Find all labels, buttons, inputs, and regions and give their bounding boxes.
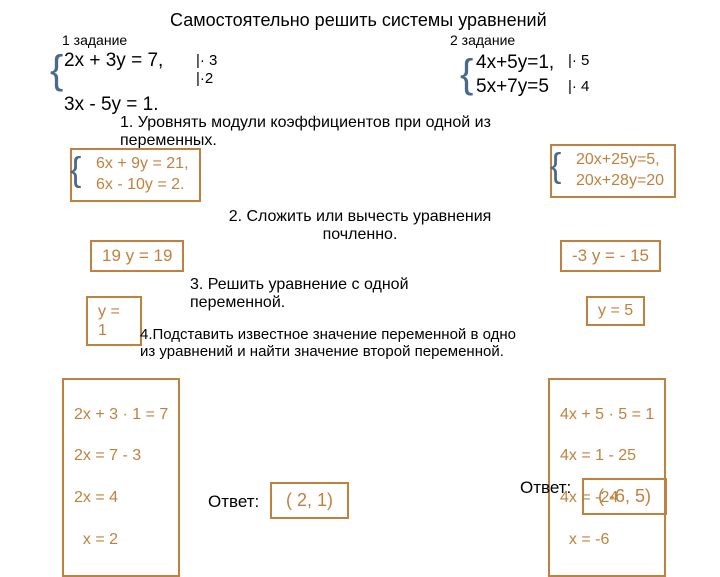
answer2-label: Ответ: [520, 478, 570, 498]
box1-line2: 6х - 10у = 2. [96, 175, 189, 196]
sys1-eq2: 3х - 5у = 1. [64, 94, 159, 116]
box-neg3y: -3 у = - 15 [560, 240, 661, 272]
box-sys1-scaled: { 6х + 9у = 21, 6х - 10у = 2. [70, 148, 201, 202]
sys2-mult2: |· 4 [568, 78, 589, 95]
box-19y: 19 у = 19 [90, 240, 184, 272]
box2-line2: 20х+28у=20 [576, 171, 664, 192]
box-y1: у = 1 [86, 296, 142, 346]
box8-l2: 4х = 1 - 25 [560, 446, 654, 467]
box7-l3: 2х = 4 [74, 488, 168, 509]
step3-text: 3. Решить уравнение с одной переменной. [190, 276, 490, 312]
box-solve1: 2х + 3 · 1 = 7 2х = 7 - 3 2х = 4 х = 2 [62, 378, 180, 577]
brace-sys2: { [460, 62, 473, 86]
page-title: Самостоятельно решить системы уравнений [170, 10, 547, 31]
task1-label: 1 задание [62, 32, 127, 48]
box-y5: у = 5 [586, 296, 645, 326]
step1-text: 1. Уровнять модули коэффициентов при одн… [120, 114, 520, 150]
step2-text: 2. Сложить или вычесть уравнения почленн… [210, 208, 510, 244]
box7-l1: 2х + 3 · 1 = 7 [74, 405, 168, 426]
sys1-mult1: |· 3 [196, 52, 217, 69]
task2-label: 2 задание [450, 32, 515, 48]
sys1-eq1: 2х + 3у = 7, [64, 50, 184, 72]
step4-text: 4.Подставить известное значение переменн… [140, 326, 520, 360]
answer1-box: ( 2, 1) [270, 482, 349, 519]
box2-line1: 20х+25у=5, [576, 150, 664, 171]
sys1-line1: 2х + 3у = 7, [64, 50, 163, 71]
box7-l2: 2х = 7 - 3 [74, 446, 168, 467]
box1-line1: 6х + 9у = 21, [96, 154, 189, 175]
box8-l1: 4х + 5 · 5 = 1 [560, 405, 654, 426]
box5-text: у = 1 [98, 303, 120, 339]
answer2-box: ( -6, 5) [582, 478, 667, 515]
sys2-mult1: |· 5 [568, 52, 589, 69]
box-sys2-scaled: { 20х+25у=5, 20х+28у=20 [550, 144, 676, 198]
brace-sys1: { [50, 58, 63, 82]
sys2-eq2: 5х+7у=5 [476, 76, 549, 98]
sys1-line2: 3х - 5у = 1. [64, 94, 159, 115]
sys2-eq1: 4х+5у=1, [476, 52, 554, 74]
sys1-mult2: |·2 [196, 70, 213, 87]
answer1-label: Ответ: [208, 492, 258, 512]
